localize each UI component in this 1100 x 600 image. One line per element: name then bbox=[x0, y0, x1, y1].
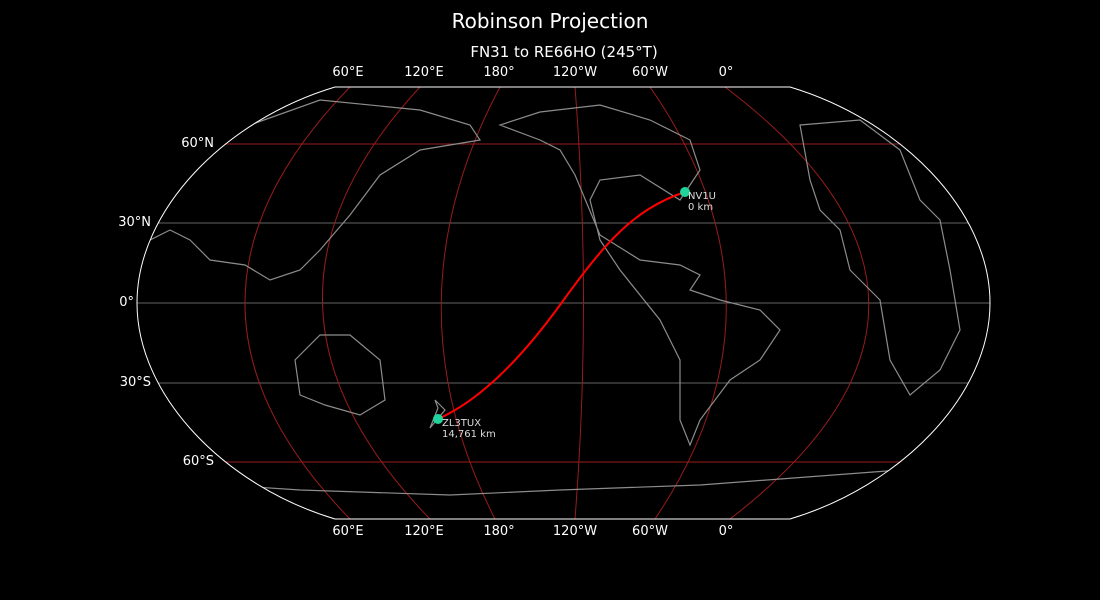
lon-label-bottom: 120°E bbox=[404, 524, 444, 539]
lon-label-top: 120°E bbox=[404, 65, 444, 80]
lat-label: 0° bbox=[119, 295, 134, 310]
lon-label-bottom: 60°E bbox=[332, 524, 364, 539]
lon-label-bottom: 60°W bbox=[632, 524, 668, 539]
coastlines bbox=[149, 99, 961, 519]
station-label-zl3tux: ZL3TUX 14,761 km bbox=[442, 418, 496, 440]
lon-label-top: 180° bbox=[483, 65, 515, 80]
meridian bbox=[724, 87, 870, 519]
station-marker-nv1u[interactable] bbox=[680, 187, 690, 197]
lon-label-top: 60°W bbox=[632, 65, 668, 80]
station-distance: 14,761 km bbox=[442, 429, 496, 440]
station-label-nv1u: NV1U 0 km bbox=[688, 191, 716, 213]
station-call: NV1U bbox=[688, 191, 717, 202]
meridian bbox=[244, 87, 351, 519]
new-zealand-coast bbox=[429, 399, 446, 429]
lat-label: 30°S bbox=[119, 375, 151, 390]
map-subtitle: FN31 to RE66HO (245°T) bbox=[470, 43, 658, 61]
lat-label: 60°N bbox=[181, 136, 214, 151]
lat-label: 30°N bbox=[118, 215, 151, 230]
meridian bbox=[322, 87, 431, 519]
station-marker-zl3tux[interactable] bbox=[433, 414, 443, 424]
map-outline bbox=[136, 86, 991, 520]
great-circle-path bbox=[437, 191, 686, 420]
station-call: ZL3TUX bbox=[442, 418, 482, 429]
lon-label-bottom: 180° bbox=[483, 524, 515, 539]
lon-label-top: 60°E bbox=[332, 65, 364, 80]
lon-label-top: 120°W bbox=[552, 65, 598, 80]
graticule bbox=[137, 87, 990, 519]
lon-label-bottom: 0° bbox=[718, 524, 734, 539]
antarctica-coast bbox=[149, 469, 961, 519]
australia-coast bbox=[294, 334, 386, 416]
meridian bbox=[440, 87, 501, 519]
station-distance: 0 km bbox=[688, 202, 714, 213]
lat-label: 60°S bbox=[182, 454, 214, 469]
europe-africa-coast bbox=[799, 119, 961, 396]
lon-label-bottom: 120°W bbox=[552, 524, 598, 539]
americas-coast bbox=[498, 104, 781, 447]
meridian bbox=[574, 87, 584, 519]
meridian bbox=[649, 87, 727, 519]
map-title: Robinson Projection bbox=[451, 9, 649, 33]
lon-label-top: 0° bbox=[718, 65, 734, 80]
